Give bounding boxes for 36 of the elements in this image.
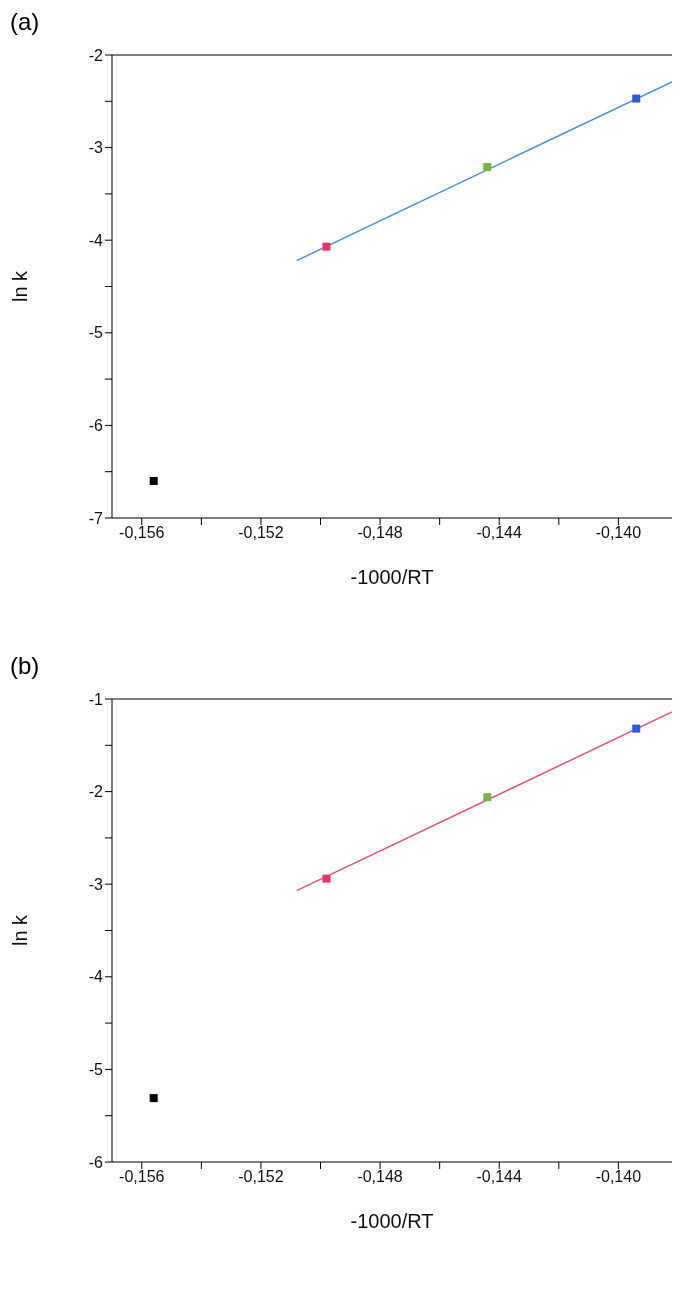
y-tick-label: -3 bbox=[88, 139, 104, 157]
y-tick-label: -6 bbox=[88, 1153, 104, 1171]
y-tick-label: -6 bbox=[88, 417, 104, 435]
x-tick-label: -0,144 bbox=[476, 1168, 523, 1186]
y-tick-label: -7 bbox=[88, 509, 104, 527]
y-tick-label: -3 bbox=[88, 875, 104, 893]
x-tick-label: -0,148 bbox=[357, 1168, 403, 1186]
x-tick-label: -0,152 bbox=[238, 1168, 284, 1186]
point bbox=[322, 874, 331, 883]
x-tick-label: -0,152 bbox=[238, 524, 284, 542]
point bbox=[483, 793, 492, 802]
y-tick-label: -4 bbox=[88, 968, 104, 986]
point bbox=[483, 163, 492, 172]
y-axis-title: ln k bbox=[9, 913, 32, 947]
y-tick-label: -1 bbox=[88, 690, 104, 708]
point bbox=[632, 724, 641, 733]
point bbox=[149, 1094, 158, 1103]
x-tick-label: -0,148 bbox=[357, 524, 403, 542]
chart-title: (a) bbox=[9, 8, 41, 37]
y-tick-label: -5 bbox=[88, 1061, 104, 1079]
y-tick-label: -5 bbox=[88, 324, 104, 342]
point bbox=[322, 242, 331, 251]
y-tick-label: -2 bbox=[88, 783, 104, 801]
x-tick-label: -0,156 bbox=[119, 524, 165, 542]
y-axis-title: ln k bbox=[9, 269, 32, 303]
x-tick-label: -0,140 bbox=[595, 524, 642, 542]
x-tick-label: -0,156 bbox=[119, 1168, 165, 1186]
x-axis-title: -1000/RT bbox=[350, 566, 434, 588]
point bbox=[632, 94, 641, 103]
y-tick-label: -2 bbox=[88, 46, 104, 64]
x-tick-label: -0,144 bbox=[476, 524, 523, 542]
x-tick-label: -0,140 bbox=[595, 1168, 642, 1186]
point bbox=[149, 476, 158, 485]
chart-title: (b) bbox=[9, 652, 41, 681]
y-tick-label: -4 bbox=[88, 231, 104, 249]
x-axis-title: -1000/RT bbox=[350, 1210, 434, 1232]
